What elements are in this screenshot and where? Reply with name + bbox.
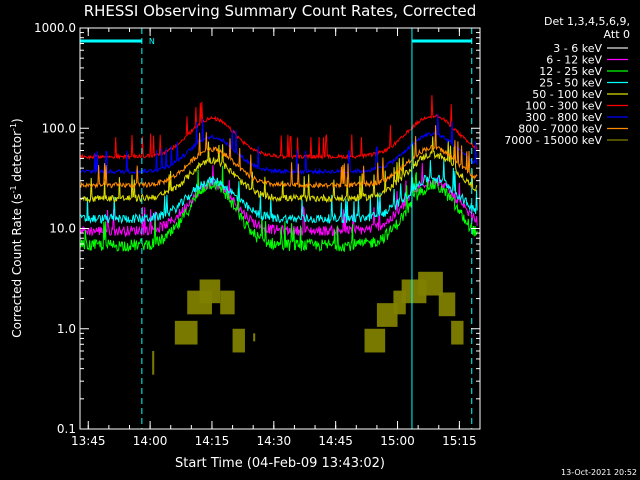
legend-label-7: 800 - 7000 keV (518, 123, 602, 136)
trace-8-block (232, 328, 245, 353)
legend-header-line-2: Att 0 (604, 28, 630, 41)
trace-100-300kev (80, 95, 478, 161)
y-label-mid: detector (10, 131, 24, 186)
x-axis-label: Start Time (04-Feb-09 13:43:02) (175, 456, 385, 471)
trace-8-block (451, 320, 464, 345)
trace-8-block (418, 271, 443, 296)
x-tick-label-2: 14:15 (195, 434, 230, 448)
trace-25-50kev (80, 159, 478, 225)
legend-label-1: 6 - 12 keV (546, 54, 602, 67)
legend-label-6: 300 - 800 keV (525, 111, 602, 124)
x-tick-label-5: 15:00 (380, 434, 415, 448)
trace-8-block (438, 292, 456, 317)
y-axis-label: Corrected Count Rate (s-1 detector-1) (9, 118, 24, 337)
series-traces (80, 95, 478, 375)
night-annotation: N (149, 37, 155, 46)
legend-label-4: 50 - 100 keV (532, 88, 602, 101)
y-label-sup-1: -1 (9, 185, 18, 193)
legend-header-line-1: Det 1,3,4,5,6,9, (544, 15, 630, 28)
legend-label-2: 12 - 25 keV (539, 65, 602, 78)
legend-label-0: 3 - 6 keV (553, 42, 602, 55)
trace-300-800kev (80, 113, 478, 176)
x-axis-ticks: 13:45 14:00 14:15 14:30 14:45 15:00 15:15 (71, 28, 481, 448)
legend-label-3: 25 - 50 keV (539, 77, 602, 90)
y-label-suffix: ) (10, 118, 24, 123)
x-tick-label-0: 13:45 (71, 434, 106, 448)
trace-8-block (199, 279, 221, 304)
footer-timestamp: 13-Oct-2021 20:52 (561, 468, 637, 477)
trace-12-25kev (80, 165, 478, 253)
y-label-prefix: Corrected Count Rate (s (10, 193, 24, 337)
trace-3-6kev (80, 184, 478, 273)
trace-8-block (364, 328, 386, 353)
y-tick-label-0: 1000.0 (34, 21, 76, 35)
x-tick-label-3: 14:30 (257, 434, 292, 448)
y-tick-label-3: 1.0 (57, 322, 76, 336)
y-tick-label-2: 10.0 (49, 222, 76, 236)
trace-8-block (152, 350, 155, 375)
trace-800-7000kev (80, 125, 478, 190)
x-tick-label-1: 14:00 (133, 434, 168, 448)
y-tick-label-1: 100.0 (42, 121, 76, 135)
trace-50-100kev (80, 136, 478, 204)
trace-8-block (376, 303, 398, 327)
chart-title: RHESSI Observing Summary Count Rates, Co… (84, 2, 477, 20)
y-label-sup-2: -1 (9, 123, 18, 131)
trace-8-block (220, 290, 235, 315)
trace-8-tick (253, 333, 256, 342)
trace-8-block (174, 320, 198, 345)
x-tick-label-4: 14:45 (318, 434, 353, 448)
legend-label-5: 100 - 300 keV (525, 100, 602, 113)
x-tick-label-6: 15:15 (442, 434, 477, 448)
y-tick-label-4: 0.1 (57, 422, 76, 436)
legend-label-8: 7000 - 15000 keV (504, 134, 602, 147)
y-axis-ticks: 1000.0 100.0 10.0 1.0 0.1 (34, 21, 480, 436)
